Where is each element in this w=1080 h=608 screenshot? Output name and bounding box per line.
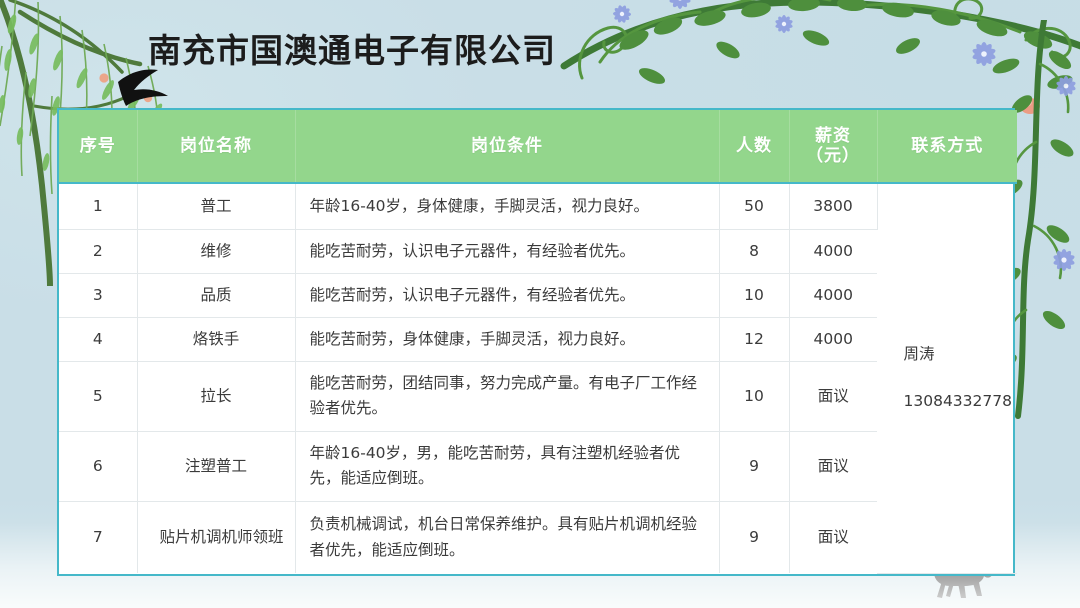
page-title: 南充市国澳通电子有限公司 bbox=[148, 31, 556, 70]
column-header-salary: 薪资 （元） bbox=[789, 110, 878, 183]
cell-condition: 能吃苦耐劳，团结同事，努力完成产量。有电子厂工作经验者优先。 bbox=[295, 361, 720, 432]
cell-post: 注塑普工 bbox=[137, 431, 296, 502]
cell-post: 普工 bbox=[137, 183, 296, 230]
cell-index: 1 bbox=[59, 183, 138, 230]
recruitment-table-container: 序号 岗位名称 岗位条件 人数 薪资 （元） 联系方式 1 普工 年龄16-40… bbox=[57, 108, 1017, 576]
cell-post: 贴片机调机师领班 bbox=[137, 501, 296, 574]
column-header-post: 岗位名称 bbox=[137, 110, 296, 183]
recruitment-table: 序号 岗位名称 岗位条件 人数 薪资 （元） 联系方式 1 普工 年龄16-40… bbox=[59, 110, 1017, 574]
cell-post: 烙铁手 bbox=[137, 317, 296, 362]
cell-index: 5 bbox=[59, 361, 138, 432]
table-row: 3 品质 能吃苦耐劳，认识电子元器件，有经验者优先。 10 4000 bbox=[59, 273, 1017, 318]
column-header-salary-line2: （元） bbox=[806, 146, 860, 166]
cell-count: 9 bbox=[719, 431, 790, 502]
table-body: 1 普工 年龄16-40岁，身体健康，手脚灵活，视力良好。 50 3800 周涛… bbox=[59, 183, 1017, 574]
table-row: 2 维修 能吃苦耐劳，认识电子元器件，有经验者优先。 8 4000 bbox=[59, 229, 1017, 274]
cell-condition: 年龄16-40岁，身体健康，手脚灵活，视力良好。 bbox=[295, 183, 720, 230]
cell-index: 6 bbox=[59, 431, 138, 502]
cell-salary: 4000 bbox=[789, 273, 877, 318]
cell-count: 12 bbox=[719, 317, 790, 362]
cell-condition: 能吃苦耐劳，身体健康，手脚灵活，视力良好。 bbox=[295, 317, 720, 362]
column-header-salary-line1: 薪资 bbox=[815, 125, 851, 146]
column-header-condition: 岗位条件 bbox=[295, 110, 720, 183]
cell-count: 10 bbox=[719, 361, 790, 432]
cell-condition: 负责机械调试，机台日常保养维护。具有贴片机调机经验者优先，能适应倒班。 bbox=[295, 501, 720, 574]
cell-condition: 年龄16-40岁，男，能吃苦耐劳，具有注塑机经验者优先，能适应倒班。 bbox=[295, 431, 720, 502]
column-header-contact: 联系方式 bbox=[877, 110, 1017, 183]
cell-post: 维修 bbox=[137, 229, 296, 274]
cell-index: 2 bbox=[59, 229, 138, 274]
table-header-row: 序号 岗位名称 岗位条件 人数 薪资 （元） 联系方式 bbox=[59, 110, 1017, 183]
contact-phone: 13084332778 bbox=[903, 392, 1012, 411]
table-row: 5 拉长 能吃苦耐劳，团结同事，努力完成产量。有电子厂工作经验者优先。 10 面… bbox=[59, 361, 1017, 432]
cell-index: 7 bbox=[59, 501, 138, 574]
table-row: 4 烙铁手 能吃苦耐劳，身体健康，手脚灵活，视力良好。 12 4000 bbox=[59, 317, 1017, 362]
cell-count: 10 bbox=[719, 273, 790, 318]
cell-post: 品质 bbox=[137, 273, 296, 318]
table-row: 7 贴片机调机师领班 负责机械调试，机台日常保养维护。具有贴片机调机经验者优先，… bbox=[59, 501, 1017, 574]
column-header-index: 序号 bbox=[59, 110, 138, 183]
cell-count: 9 bbox=[719, 501, 790, 574]
contact-name: 周涛 bbox=[903, 345, 935, 364]
table-header: 序号 岗位名称 岗位条件 人数 薪资 （元） 联系方式 bbox=[59, 110, 1017, 183]
column-header-count: 人数 bbox=[719, 110, 790, 183]
cell-salary: 面议 bbox=[789, 431, 877, 502]
table-row: 1 普工 年龄16-40岁，身体健康，手脚灵活，视力良好。 50 3800 周涛… bbox=[59, 183, 1017, 574]
table-row: 6 注塑普工 年龄16-40岁，男，能吃苦耐劳，具有注塑机经验者优先，能适应倒班… bbox=[59, 431, 1017, 502]
cell-contact: 周涛 13084332778 bbox=[877, 183, 1017, 574]
cell-salary: 3800 bbox=[789, 183, 878, 230]
cell-salary: 面议 bbox=[817, 528, 849, 547]
cell-salary: 4000 bbox=[789, 229, 877, 274]
cell-index: 4 bbox=[59, 317, 138, 362]
cell-count: 50 bbox=[719, 183, 790, 230]
cell-index: 3 bbox=[59, 273, 138, 318]
cell-salary: 4000 bbox=[789, 317, 877, 362]
cell-salary: 面议 bbox=[789, 361, 877, 432]
cell-count: 8 bbox=[719, 229, 790, 274]
cell-post: 拉长 bbox=[137, 361, 296, 432]
cell-condition: 能吃苦耐劳，认识电子元器件，有经验者优先。 bbox=[295, 273, 720, 318]
cell-condition: 能吃苦耐劳，认识电子元器件，有经验者优先。 bbox=[295, 229, 720, 274]
